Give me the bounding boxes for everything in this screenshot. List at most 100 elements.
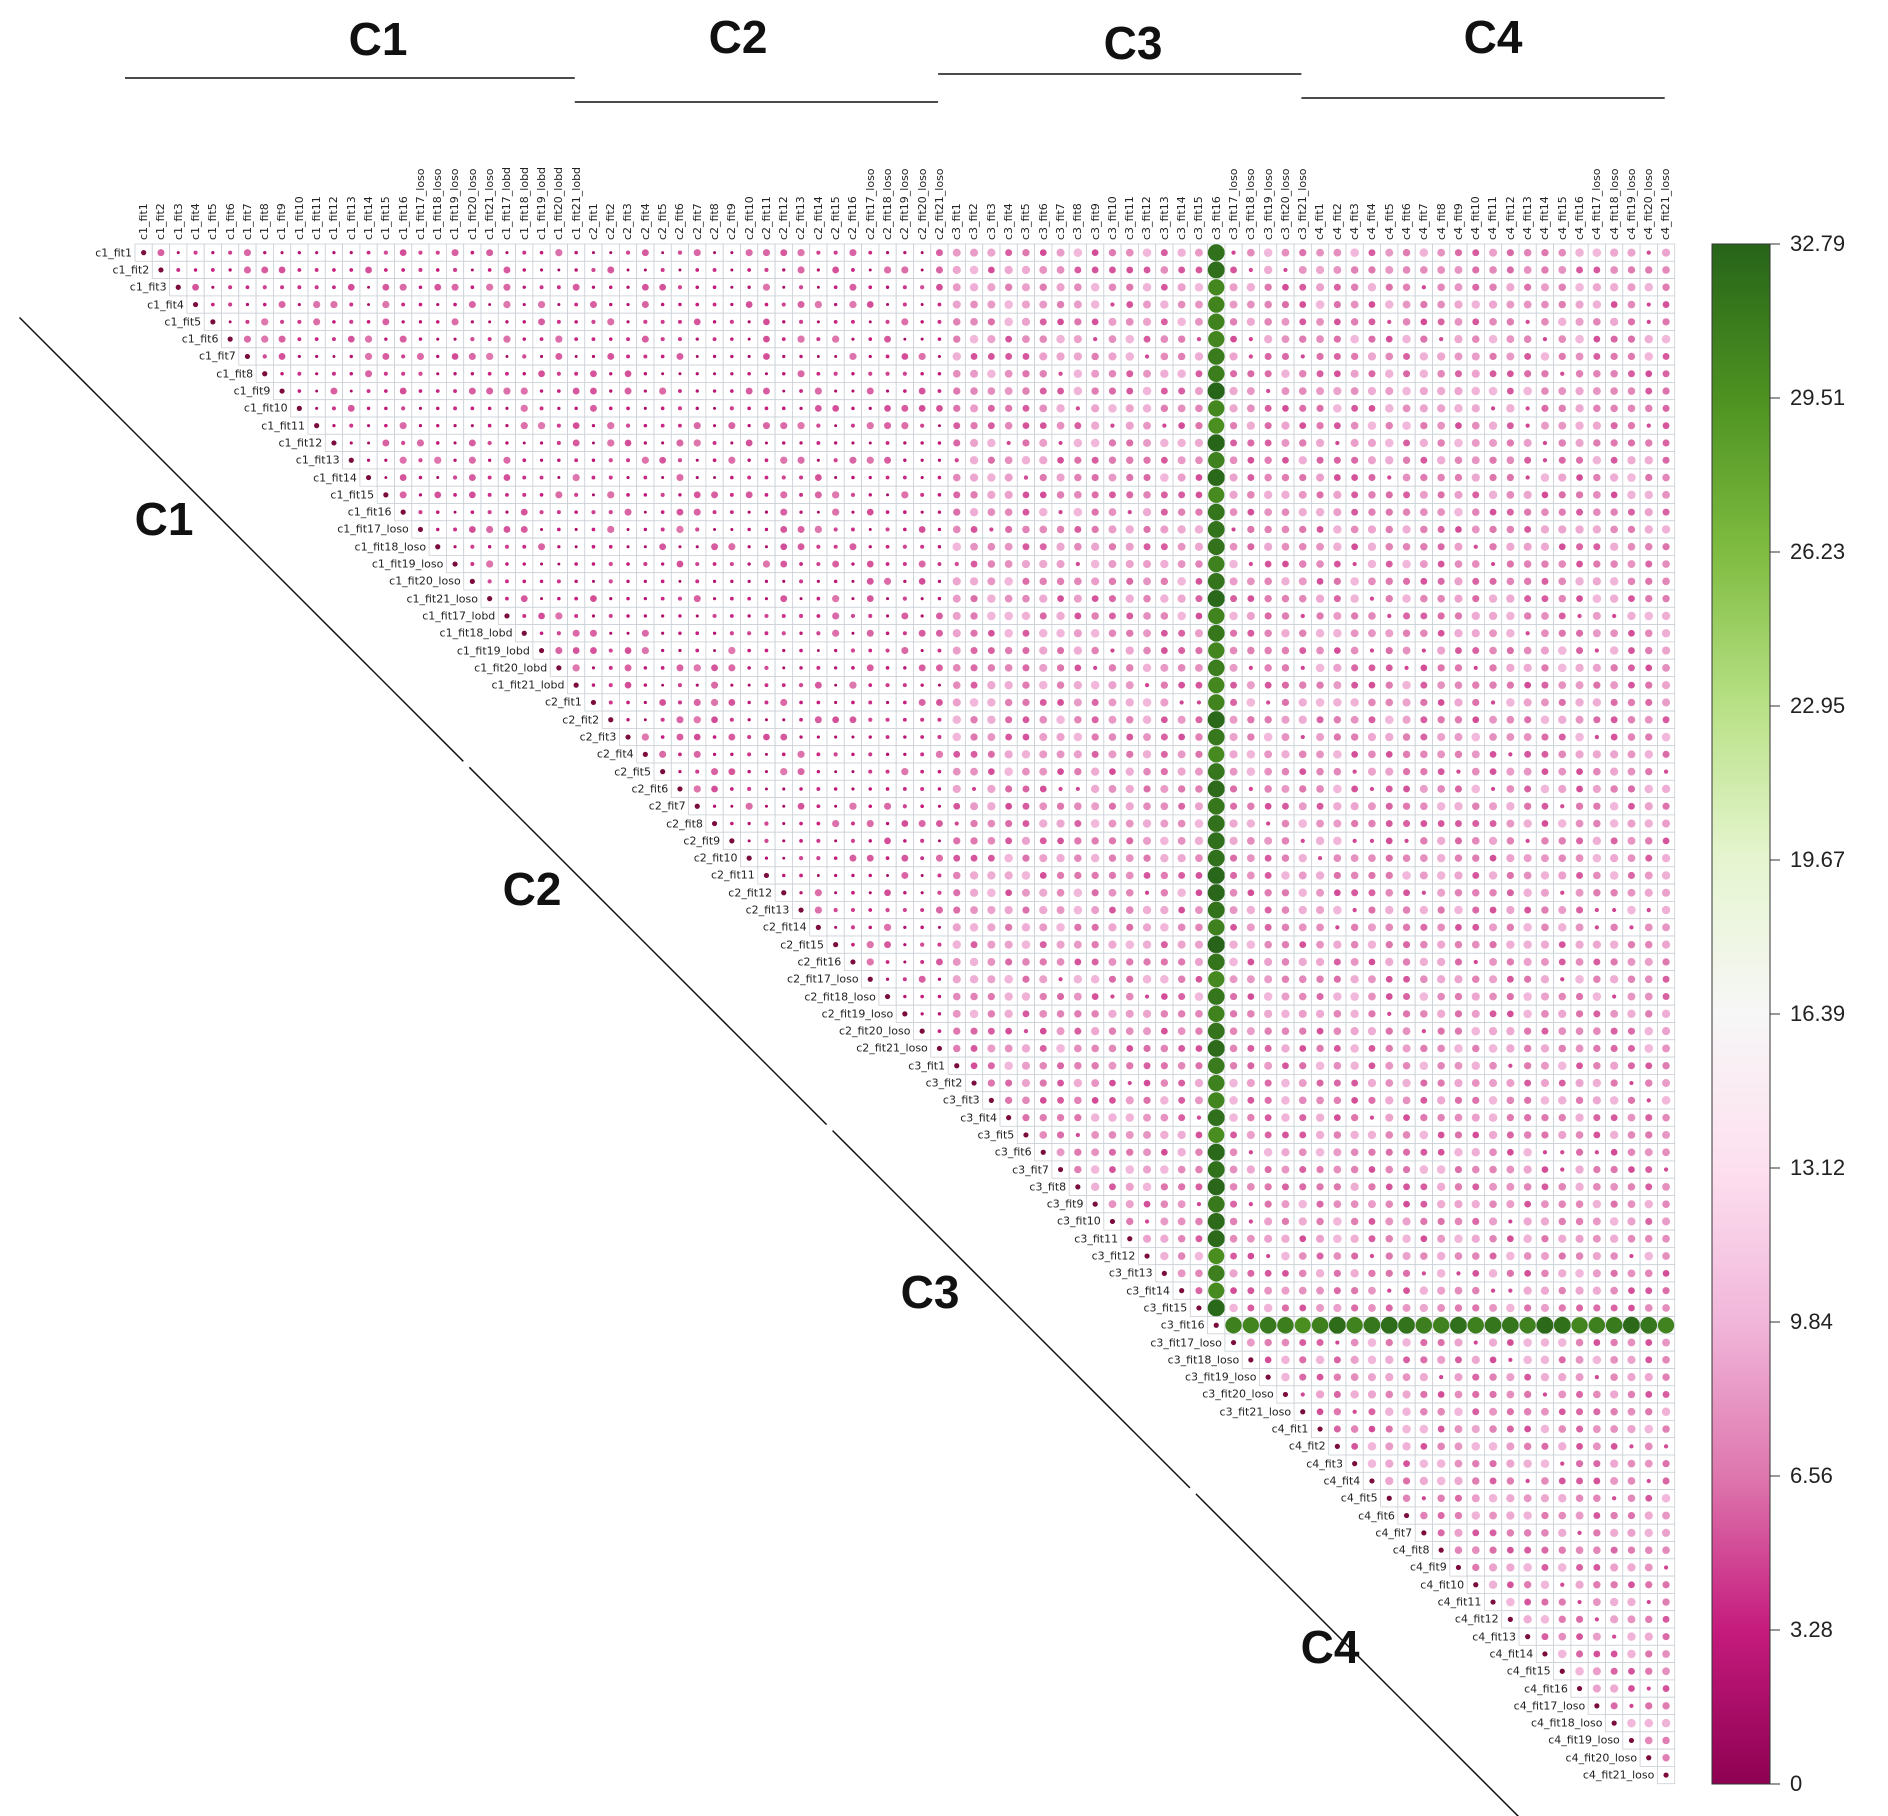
matrix-dot — [952, 594, 961, 603]
matrix-dot — [1541, 508, 1549, 516]
matrix-dot — [399, 456, 407, 464]
matrix-dot — [574, 371, 579, 376]
matrix-dot — [1281, 698, 1290, 707]
matrix-dot — [883, 266, 892, 274]
matrix-dot — [539, 458, 544, 462]
matrix-dot — [1628, 595, 1635, 603]
matrix-dot — [1367, 283, 1377, 292]
matrix-dot — [1592, 387, 1601, 395]
matrix-dot — [1627, 439, 1636, 447]
matrix-dot — [1143, 421, 1152, 430]
matrix-dot — [1420, 456, 1428, 464]
matrix-dot — [1142, 283, 1152, 292]
matrix-dot — [1160, 663, 1169, 672]
matrix-dot — [1090, 282, 1100, 292]
matrix-dot — [1004, 508, 1013, 516]
matrix-dot — [1316, 370, 1324, 378]
matrix-dot — [435, 320, 440, 324]
matrix-dot — [453, 389, 457, 393]
matrix-dot — [676, 560, 684, 568]
matrix-dot — [626, 354, 630, 359]
matrix-dot — [1368, 318, 1376, 326]
matrix-dot — [1004, 265, 1013, 275]
matrix-dot — [556, 579, 561, 584]
matrix-dot — [1177, 664, 1186, 672]
matrix-dot — [885, 475, 890, 480]
matrix-dot — [970, 750, 978, 758]
matrix-dot — [1489, 318, 1497, 326]
matrix-dot — [781, 631, 786, 636]
matrix-dot — [866, 508, 874, 516]
matrix-dot — [1454, 664, 1463, 672]
matrix-dot — [608, 579, 613, 584]
matrix-dot — [712, 510, 717, 515]
matrix-dot — [884, 456, 892, 464]
matrix-dot — [885, 544, 890, 549]
diag-group-label-c3: C3 — [900, 1266, 960, 1318]
matrix-dot — [1385, 283, 1393, 291]
matrix-dot — [557, 527, 561, 532]
matrix-dot — [1402, 715, 1411, 724]
matrix-dot — [1385, 508, 1393, 516]
matrix-dot — [1110, 648, 1115, 653]
matrix-dot — [1316, 404, 1324, 412]
matrix-dot — [1264, 560, 1272, 568]
matrix-dot — [1194, 387, 1203, 396]
matrix-dot — [1300, 734, 1305, 740]
matrix-dot — [764, 838, 769, 843]
matrix-dot — [626, 700, 630, 705]
matrix-dot — [1125, 334, 1135, 344]
matrix-dot — [1282, 283, 1289, 291]
matrix-dot — [884, 422, 892, 430]
matrix-dot — [1207, 728, 1225, 746]
matrix-dot — [1090, 819, 1100, 828]
matrix-dot — [1662, 490, 1670, 499]
matrix-dot — [1645, 404, 1653, 413]
matrix-dot — [1506, 629, 1515, 638]
matrix-dot — [1264, 767, 1273, 776]
matrix-dot — [763, 335, 770, 343]
matrix-dot — [937, 769, 942, 774]
matrix-dot — [1420, 733, 1428, 741]
matrix-dot — [712, 354, 717, 359]
matrix-dot — [537, 422, 546, 430]
matrix-dot — [920, 285, 925, 290]
matrix-dot — [763, 353, 770, 360]
matrix-dot — [849, 283, 857, 291]
matrix-dot — [987, 508, 996, 516]
matrix-dot — [902, 683, 907, 688]
matrix-dot — [1385, 664, 1393, 672]
matrix-dot — [193, 268, 198, 272]
matrix-dot — [1369, 786, 1375, 792]
matrix-dot — [262, 285, 267, 290]
matrix-dot — [1662, 439, 1670, 447]
matrix-dot — [693, 422, 701, 430]
matrix-dot — [591, 424, 596, 428]
matrix-dot — [729, 561, 734, 567]
matrix-dot — [557, 458, 561, 462]
matrix-dot — [1419, 386, 1428, 396]
matrix-dot — [970, 542, 978, 551]
matrix-dot — [1073, 335, 1082, 344]
matrix-dot — [816, 649, 820, 652]
matrix-dot — [1437, 473, 1445, 482]
matrix-dot — [1333, 525, 1342, 534]
matrix-dot — [297, 337, 302, 342]
matrix-dot — [712, 579, 717, 583]
matrix-dot — [745, 491, 753, 499]
diag-group-label-c2: C2 — [502, 863, 562, 915]
matrix-dot — [1542, 337, 1548, 342]
matrix-dot — [1471, 560, 1480, 568]
matrix-dot — [468, 526, 476, 533]
matrix-dot — [678, 268, 682, 272]
matrix-dot — [745, 249, 753, 257]
matrix-dot — [1506, 300, 1515, 309]
matrix-dot — [937, 371, 942, 376]
matrix-dot — [816, 596, 821, 601]
matrix-dot — [487, 579, 492, 584]
matrix-dot — [1091, 542, 1100, 551]
matrix-dot — [349, 354, 353, 359]
matrix-dot — [1454, 716, 1463, 724]
matrix-dot — [1125, 767, 1134, 776]
